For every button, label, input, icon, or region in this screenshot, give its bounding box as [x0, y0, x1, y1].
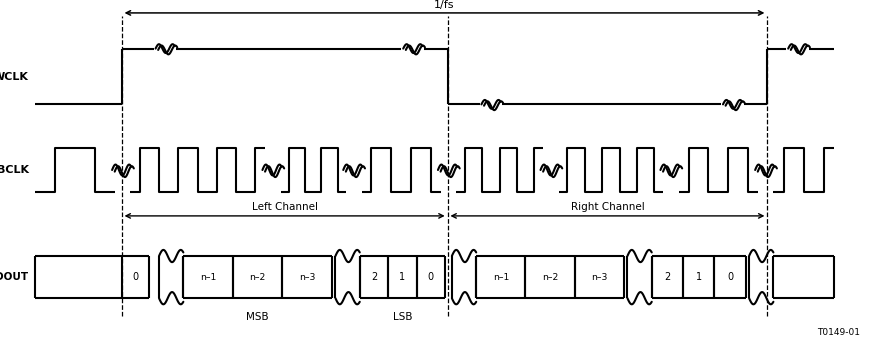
Text: n–2: n–2: [249, 273, 266, 282]
Text: T0149-01: T0149-01: [818, 328, 860, 337]
Text: Left Channel: Left Channel: [252, 202, 317, 212]
Text: n–3: n–3: [591, 273, 607, 282]
Text: 0: 0: [428, 272, 434, 282]
Text: n–2: n–2: [542, 273, 558, 282]
Text: Right Channel: Right Channel: [571, 202, 644, 212]
Text: BCLK: BCLK: [0, 165, 29, 175]
Text: n–1: n–1: [493, 273, 509, 282]
Text: n–1: n–1: [200, 273, 216, 282]
Text: 1: 1: [399, 272, 406, 282]
Text: 1: 1: [695, 272, 702, 282]
Text: n–3: n–3: [299, 273, 315, 282]
Text: 1/fs: 1/fs: [434, 0, 454, 10]
Text: 2: 2: [664, 272, 671, 282]
Text: 2: 2: [371, 272, 377, 282]
Text: 0: 0: [726, 272, 733, 282]
Text: LSB: LSB: [393, 312, 412, 322]
Text: MSB: MSB: [246, 312, 269, 322]
Text: SDIN/SDOUT: SDIN/SDOUT: [0, 272, 29, 282]
Text: 0: 0: [132, 272, 139, 282]
Text: WCLK: WCLK: [0, 71, 29, 82]
